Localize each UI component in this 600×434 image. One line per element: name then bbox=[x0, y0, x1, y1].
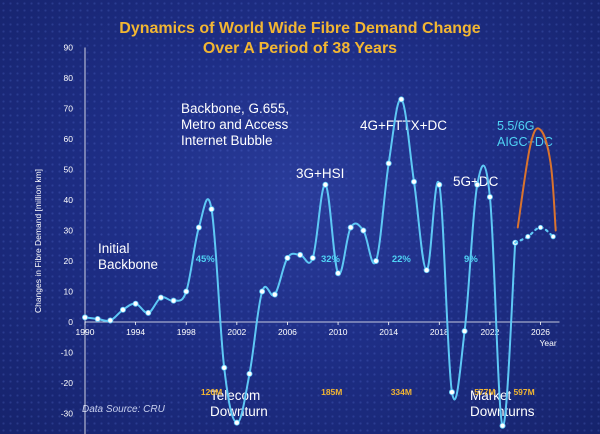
data-point bbox=[259, 288, 266, 295]
data-point bbox=[499, 422, 506, 429]
y-tick-label: -30 bbox=[61, 409, 74, 419]
data-point bbox=[233, 419, 240, 426]
demand-series-line bbox=[84, 98, 517, 427]
annotation-internet-bubble: Backbone, G.655, Metro and Access Intern… bbox=[181, 101, 290, 148]
chart-title: Dynamics of World Wide Fibre Demand Chan… bbox=[119, 20, 481, 37]
data-point bbox=[474, 181, 481, 188]
data-point bbox=[145, 309, 152, 316]
y-tick-label: 20 bbox=[64, 256, 74, 266]
data-point bbox=[360, 227, 367, 234]
data-point bbox=[297, 251, 304, 258]
annotation-initial-backbone: Initial Backbone bbox=[98, 241, 159, 272]
x-axis-label: Year bbox=[540, 338, 557, 348]
data-point bbox=[195, 224, 202, 231]
x-tick-label: 2002 bbox=[227, 327, 246, 337]
data-point bbox=[183, 288, 190, 295]
annotation-4g-fttx-dc: 4G+FTTX+DC bbox=[360, 118, 448, 133]
growth-percent-label: 9% bbox=[464, 254, 478, 265]
y-tick-label: 80 bbox=[64, 73, 74, 83]
y-tick-label: 90 bbox=[64, 43, 74, 53]
y-tick-label: 40 bbox=[64, 195, 74, 205]
data-point bbox=[448, 389, 455, 396]
data-point bbox=[208, 206, 215, 213]
x-tick-label: 2010 bbox=[329, 327, 348, 337]
x-tick-label: 2026 bbox=[531, 327, 550, 337]
demand-amount-label: 577M bbox=[474, 387, 495, 397]
forecast-upper-line bbox=[516, 127, 557, 232]
forecast-dotted-line bbox=[514, 226, 555, 244]
data-point bbox=[322, 181, 329, 188]
data-point bbox=[486, 193, 493, 200]
data-point bbox=[309, 254, 316, 261]
data-point bbox=[525, 234, 531, 240]
data-point bbox=[157, 294, 164, 301]
data-point bbox=[461, 328, 468, 335]
y-tick-label: 30 bbox=[64, 226, 74, 236]
y-tick-label: 70 bbox=[64, 104, 74, 114]
y-tick-label: -10 bbox=[61, 348, 74, 358]
data-point bbox=[284, 254, 291, 261]
y-tick-label: -20 bbox=[61, 378, 74, 388]
annotation-3g-hsi: 3G+HSI bbox=[296, 166, 345, 181]
data-point bbox=[373, 257, 380, 264]
y-tick-label: 60 bbox=[64, 134, 74, 144]
demand-amount-label: 597M bbox=[513, 387, 534, 397]
y-tick-label: 10 bbox=[64, 287, 74, 297]
growth-percent-label: 32% bbox=[321, 254, 341, 265]
growth-percent-label: 22% bbox=[392, 254, 412, 265]
x-tick-label: 2022 bbox=[480, 327, 499, 337]
data-point bbox=[347, 224, 354, 231]
data-point bbox=[82, 314, 89, 321]
x-tick-label: 2018 bbox=[430, 327, 449, 337]
annotation-5-5-6g-aigc: 5.5/6G AIGC+DC bbox=[497, 119, 553, 149]
annotation-market-downturns: Market Downturns bbox=[470, 388, 535, 419]
data-point bbox=[132, 300, 139, 307]
data-point bbox=[119, 306, 126, 313]
annotation-telecom-downturn: Telecom Downturn bbox=[210, 388, 268, 419]
data-point bbox=[410, 178, 417, 185]
data-point bbox=[94, 315, 101, 322]
data-point bbox=[423, 267, 430, 274]
data-point bbox=[335, 270, 342, 277]
y-tick-label: 0 bbox=[68, 317, 73, 327]
y-tick-label: 50 bbox=[64, 165, 74, 175]
growth-percent-label: 45% bbox=[196, 254, 216, 265]
data-point bbox=[170, 297, 177, 304]
x-tick-label: 1994 bbox=[126, 327, 145, 337]
data-point bbox=[436, 181, 443, 188]
data-point bbox=[398, 96, 405, 103]
x-tick-label: 2014 bbox=[379, 327, 398, 337]
data-source-note: Data Source: CRU bbox=[82, 404, 165, 415]
data-point bbox=[537, 224, 544, 231]
data-point bbox=[550, 234, 556, 240]
chart-subtitle: Over A Period of 38 Years bbox=[202, 40, 398, 57]
data-point bbox=[107, 317, 114, 324]
x-tick-label: 1990 bbox=[76, 327, 95, 337]
data-point bbox=[246, 370, 253, 377]
x-tick-label: 2006 bbox=[278, 327, 297, 337]
data-point bbox=[271, 291, 278, 298]
demand-amount-label: 334M bbox=[391, 387, 412, 397]
data-point bbox=[385, 160, 392, 167]
demand-amount-label: 120M bbox=[201, 387, 222, 397]
x-tick-label: 1998 bbox=[177, 327, 196, 337]
demand-amount-label: 185M bbox=[321, 387, 342, 397]
data-point bbox=[221, 364, 228, 371]
